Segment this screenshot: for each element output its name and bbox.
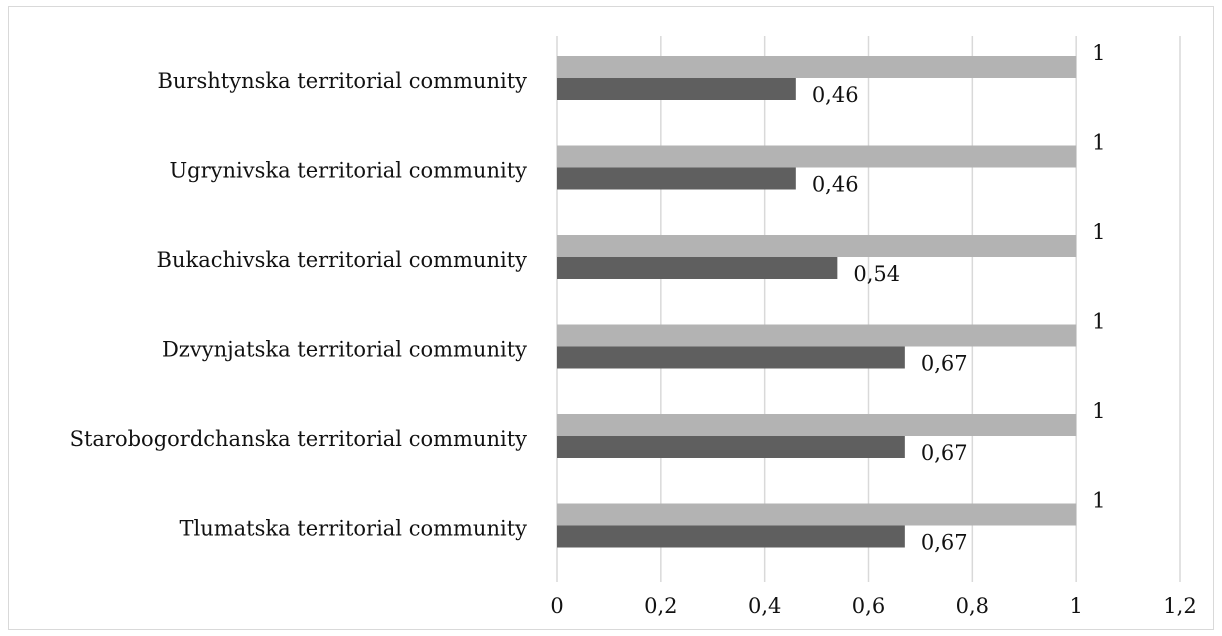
category-label-0: Burshtynska territorial community [157, 69, 527, 93]
data-label-s1-5: 0,67 [921, 531, 968, 555]
data-label-s1-2: 0,54 [853, 262, 900, 286]
bar-s0-3 [557, 325, 1076, 347]
x-tick-label-1: 0,2 [644, 594, 677, 618]
data-label-s0-2: 1 [1092, 220, 1105, 244]
data-label-s1-0: 0,46 [812, 83, 859, 107]
bar-s0-1 [557, 146, 1076, 168]
x-tick-label-6: 1,2 [1163, 594, 1196, 618]
gridlines [557, 36, 1180, 582]
bars [557, 56, 1076, 548]
bar-s0-2 [557, 235, 1076, 257]
data-label-s0-3: 1 [1092, 310, 1105, 334]
bar-s1-4 [557, 436, 905, 458]
x-tick-label-2: 0,4 [748, 594, 781, 618]
data-label-s1-1: 0,46 [812, 173, 859, 197]
category-label-2: Bukachivska territorial community [157, 248, 528, 272]
category-label-3: Dzvynjatska territorial community [162, 337, 527, 361]
bar-s1-0 [557, 78, 796, 100]
bar-s1-2 [557, 257, 837, 279]
x-tick-label-3: 0,6 [852, 594, 885, 618]
data-label-s0-5: 1 [1092, 489, 1105, 513]
bar-s0-5 [557, 504, 1076, 526]
category-label-1: Ugrynivska territorial community [169, 158, 527, 182]
bar-s1-3 [557, 347, 905, 369]
x-tick-label-5: 1 [1069, 594, 1082, 618]
data-label-s0-0: 1 [1092, 41, 1105, 65]
data-label-s0-4: 1 [1092, 399, 1105, 423]
data-label-s1-4: 0,67 [921, 441, 968, 465]
bar-s1-1 [557, 168, 796, 190]
bar-s0-4 [557, 414, 1076, 436]
category-label-5: Tlumatska territorial community [179, 516, 527, 540]
data-label-s1-3: 0,67 [921, 352, 968, 376]
x-tick-label-0: 0 [550, 594, 563, 618]
bar-s0-0 [557, 56, 1076, 78]
x-tick-label-4: 0,8 [956, 594, 989, 618]
category-label-4: Starobogordchanska territorial community [70, 427, 528, 451]
bar-s1-5 [557, 526, 905, 548]
data-label-s0-1: 1 [1092, 131, 1105, 155]
